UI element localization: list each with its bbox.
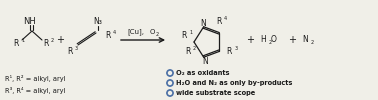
Text: H: H: [260, 36, 266, 44]
Text: R: R: [181, 32, 187, 40]
Text: R¹, R² = alkyl, aryl: R¹, R² = alkyl, aryl: [5, 74, 65, 82]
Text: 1: 1: [21, 38, 24, 42]
Circle shape: [169, 92, 172, 94]
Text: 4: 4: [113, 30, 116, 36]
Text: R: R: [13, 38, 19, 48]
Text: 2: 2: [311, 40, 314, 46]
Circle shape: [167, 80, 173, 86]
Text: R³, R⁴ = alkyl, aryl: R³, R⁴ = alkyl, aryl: [5, 86, 65, 94]
Text: 2: 2: [156, 32, 159, 38]
Text: 4: 4: [223, 16, 226, 21]
Text: N: N: [302, 36, 308, 44]
Text: R: R: [105, 32, 111, 40]
Text: R: R: [67, 46, 73, 56]
Text: H₂O and N₂ as only by-products: H₂O and N₂ as only by-products: [176, 80, 292, 86]
Text: N₃: N₃: [94, 18, 102, 26]
Text: 1: 1: [189, 30, 192, 36]
Text: +: +: [288, 35, 296, 45]
Text: O₂ as oxidants: O₂ as oxidants: [176, 70, 229, 76]
Text: 2: 2: [193, 46, 196, 52]
Text: [Cu],: [Cu],: [127, 29, 144, 35]
Text: +: +: [246, 35, 254, 45]
Text: N: N: [200, 19, 206, 28]
Circle shape: [167, 90, 173, 96]
Circle shape: [169, 82, 172, 84]
Text: N: N: [202, 57, 208, 66]
Text: R: R: [217, 17, 222, 26]
Text: wide substrate scope: wide substrate scope: [176, 90, 255, 96]
Text: R: R: [43, 38, 49, 48]
Text: 3: 3: [75, 46, 78, 50]
Text: R: R: [227, 47, 232, 56]
Text: 2: 2: [51, 38, 54, 42]
Circle shape: [167, 70, 173, 76]
Text: R: R: [185, 48, 191, 56]
Text: O: O: [271, 36, 277, 44]
Text: 3: 3: [234, 46, 237, 51]
Text: +: +: [56, 35, 64, 45]
Text: O: O: [149, 29, 155, 35]
Text: NH: NH: [23, 16, 36, 26]
Text: 2: 2: [269, 40, 272, 46]
Circle shape: [169, 72, 172, 74]
